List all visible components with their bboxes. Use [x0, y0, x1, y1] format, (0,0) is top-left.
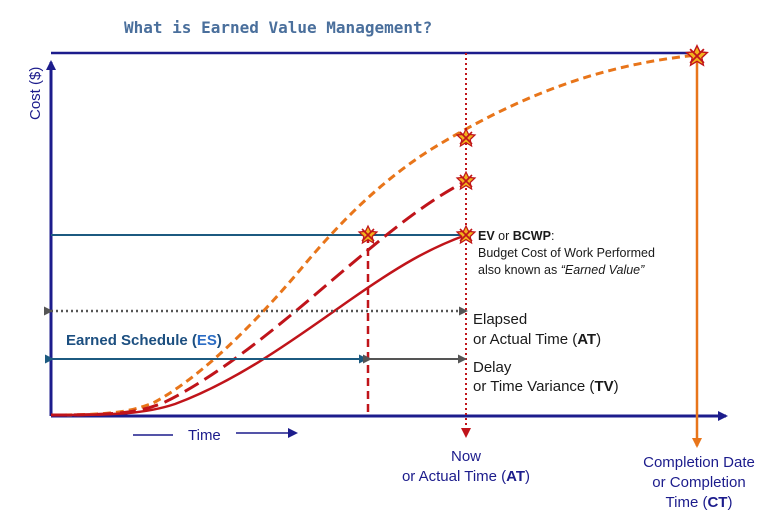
earned-value-curve — [50, 233, 467, 417]
completion-label-line3: Time (CT) — [666, 494, 733, 511]
ev-label-line3: also known as “Earned Value” — [478, 263, 645, 277]
x-axis-label: Time — [188, 427, 221, 444]
earned-value-star-icon — [456, 225, 476, 244]
now-label-line2: or Actual Time (AT) — [402, 468, 530, 485]
delay-label-line2: or Time Variance (TV) — [473, 378, 619, 395]
ev-label-line2: Budget Cost of Work Performed — [478, 246, 655, 260]
y-axis-label: Cost ($) — [27, 67, 44, 120]
now-label-line1: Now — [451, 448, 481, 465]
delay-label-line1: Delay — [473, 359, 512, 376]
actual-cost-star-icon — [456, 171, 476, 190]
planned-value-curve — [50, 53, 698, 417]
completion-label-line2: or Completion — [652, 474, 745, 491]
completion-label-line1: Completion Date — [643, 454, 755, 471]
elapsed-label-line1: Elapsed — [473, 311, 527, 328]
actual-cost-curve — [50, 179, 467, 417]
page-title: What is Earned Value Management? — [124, 18, 432, 37]
ev-label-line1: EV or BCWP: — [478, 229, 554, 243]
earned-schedule-label: Earned Schedule (ES) — [66, 332, 222, 349]
elapsed-label-line2: or Actual Time (AT) — [473, 331, 601, 348]
